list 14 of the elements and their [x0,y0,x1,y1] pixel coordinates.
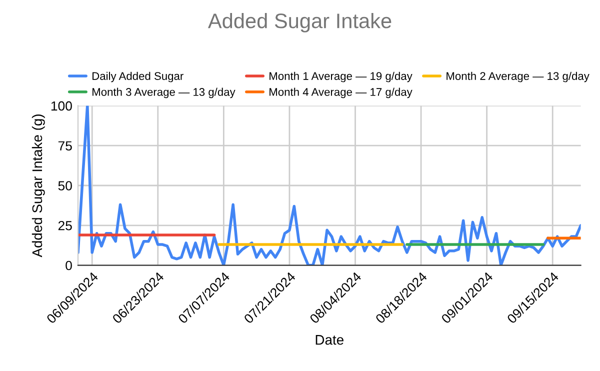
y-tick-label: 100 [51,101,72,111]
legend-label: Month 2 Average — 13 g/day [446,72,590,82]
x-axis-title: Date [316,335,344,345]
y-tick-label: 0 [66,260,72,270]
y-tick-label: 25 [58,220,72,230]
legend-label: Month 3 Average — 13 g/day [92,88,236,98]
y-tick-label: 50 [58,181,72,190]
chart-title: Added Sugar Intake [208,12,392,32]
y-axis-title: Added Sugar Intake (g) [32,114,45,258]
legend-label: Month 4 Average — 17 g/day [270,88,412,98]
y-tick-label: 75 [58,141,72,151]
legend-label: Month 1 Average — 19 g/day [270,72,412,82]
line-series [78,106,581,266]
legend-label: Daily Added Sugar [92,72,184,82]
